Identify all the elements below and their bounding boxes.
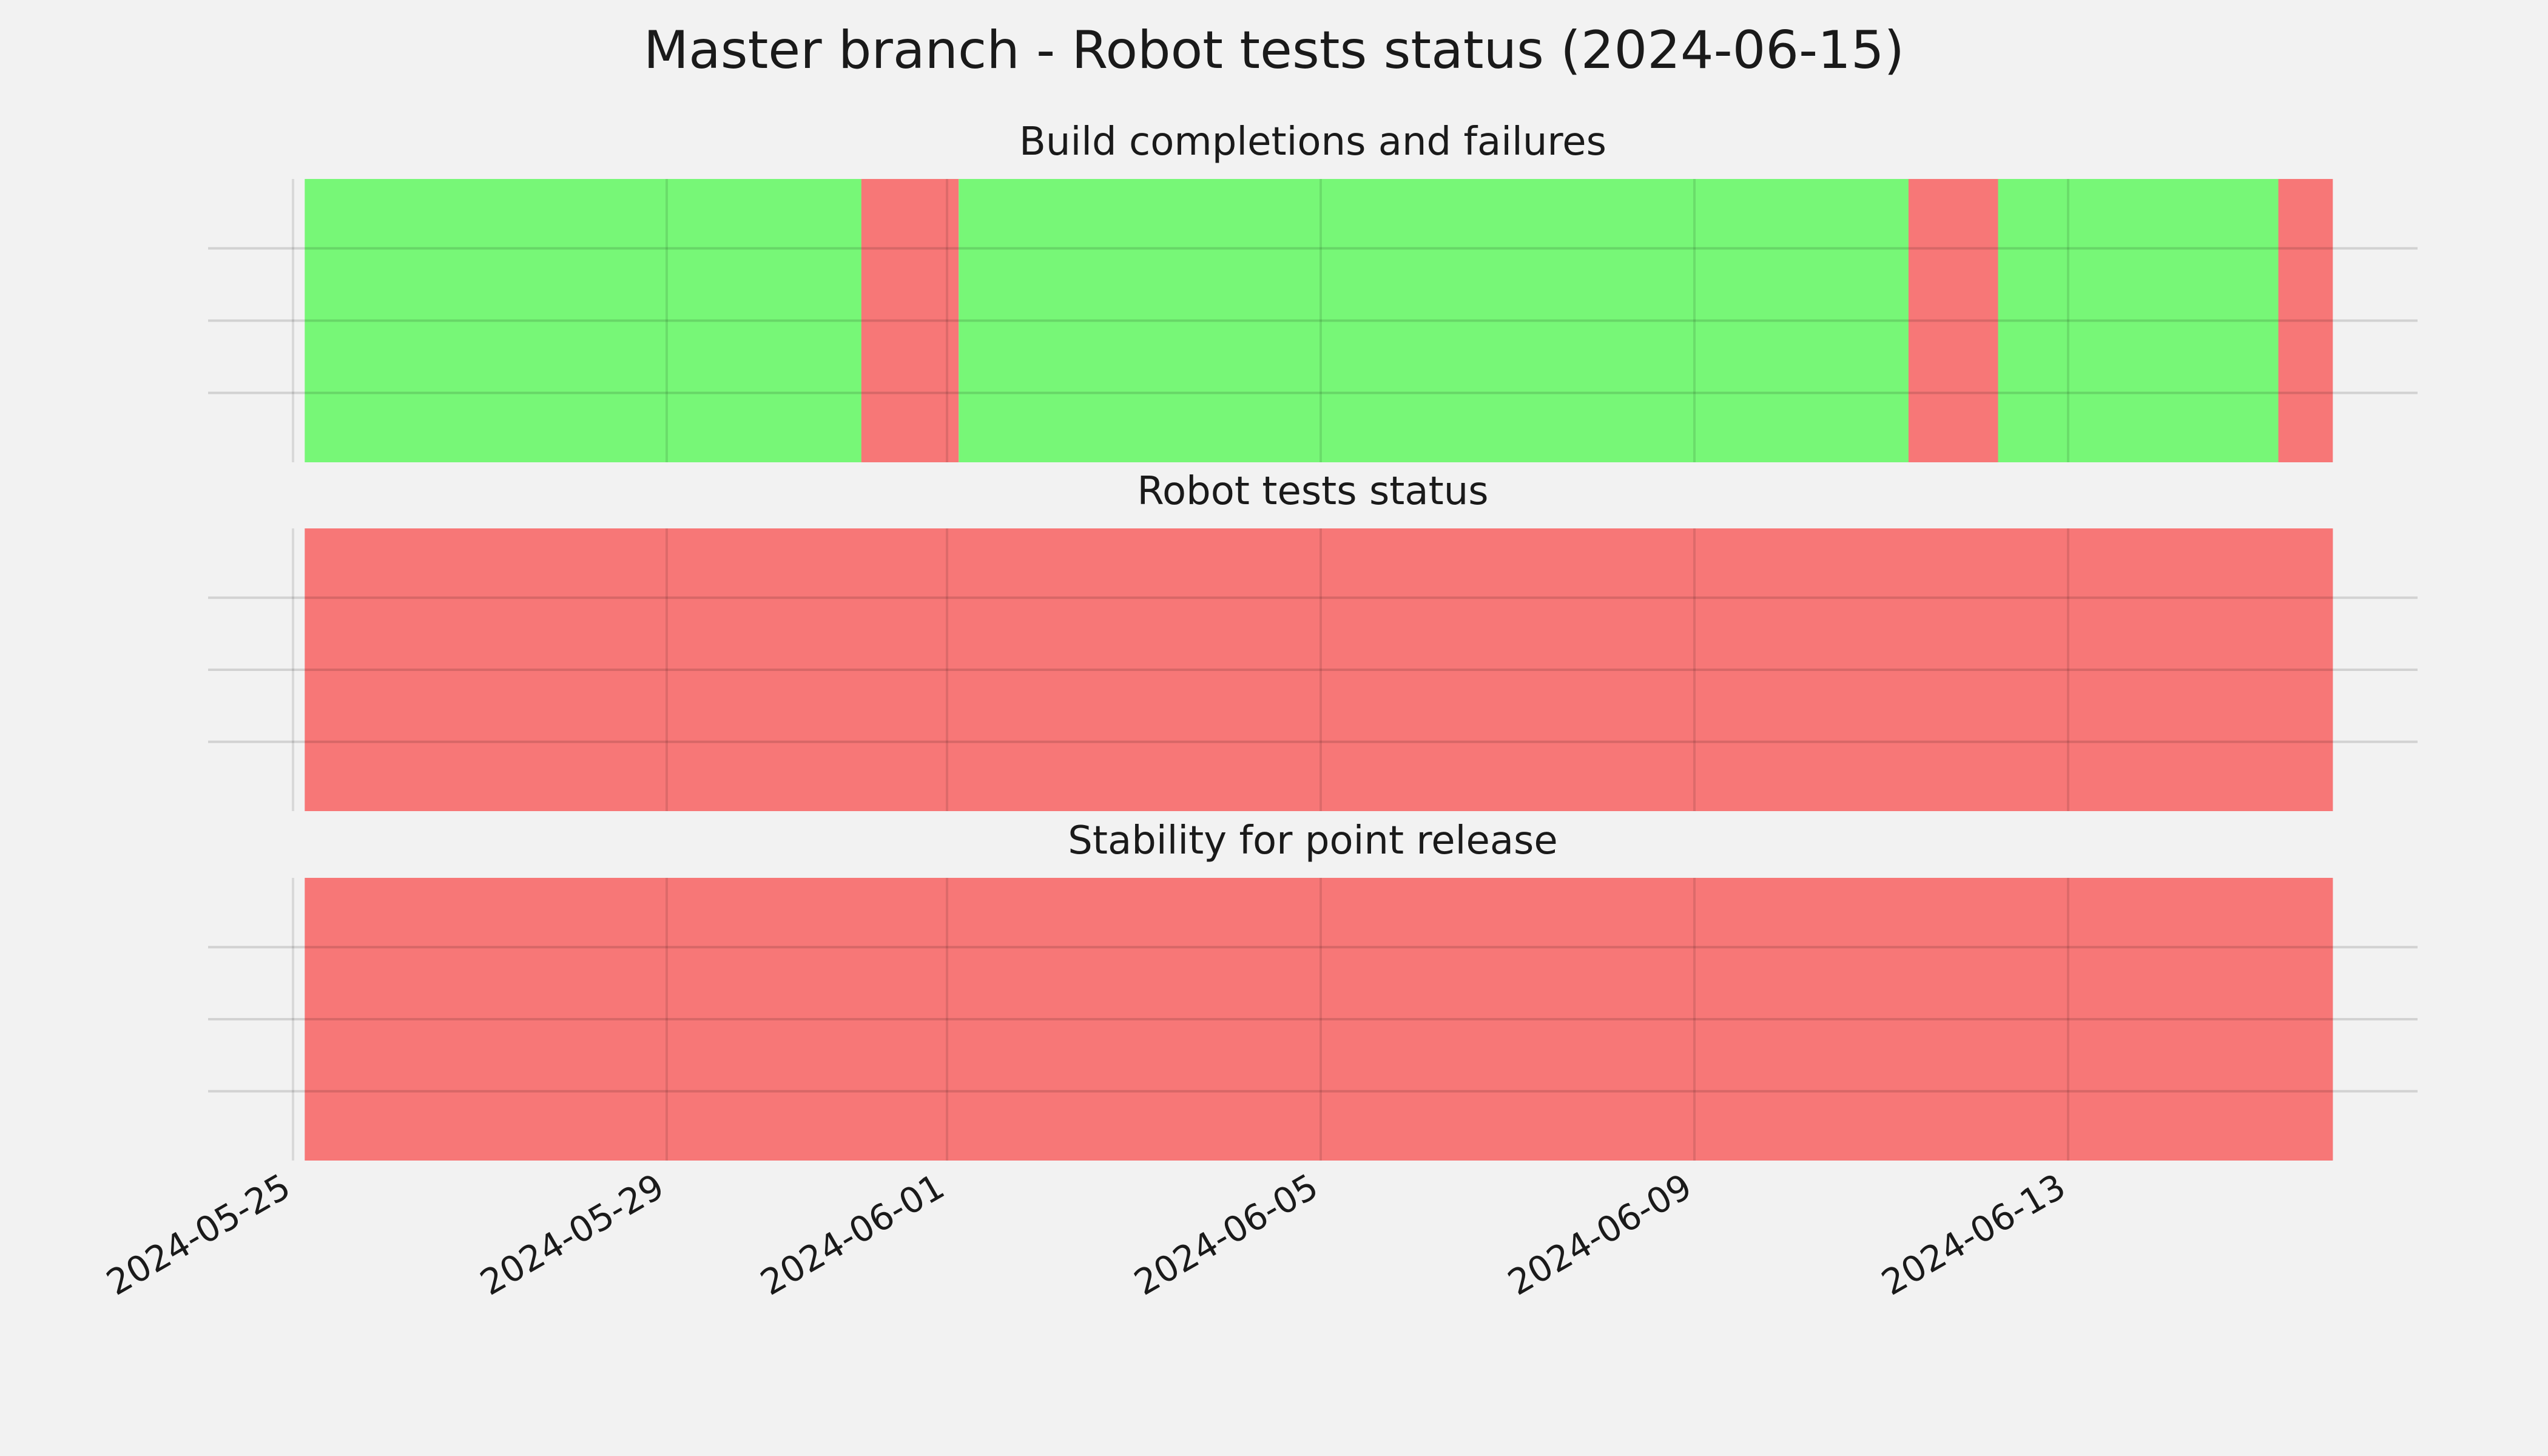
status-segment-failure [305,528,2333,811]
chart-title: Master branch - Robot tests status (2024… [644,20,1904,81]
status-segment-failure [861,179,959,462]
panels: Build completions and failures Robot test… [208,120,2418,1161]
status-segment-success [305,179,861,462]
status-segment-failure [1908,179,1998,462]
panel-1: Build completions and failures [208,120,2418,462]
status-segment-failure [2278,179,2333,462]
panel-3: Stability for point release [208,818,2418,1161]
panel-title: Stability for point release [1068,818,1558,863]
panel-title: Build completions and failures [1019,120,1606,164]
status-segment-success [1998,179,2279,462]
status-segment-failure [305,878,2333,1161]
panel-2: Robot tests status [208,469,2418,811]
panel-title: Robot tests status [1137,469,1488,514]
status-segment-success [959,179,1909,462]
